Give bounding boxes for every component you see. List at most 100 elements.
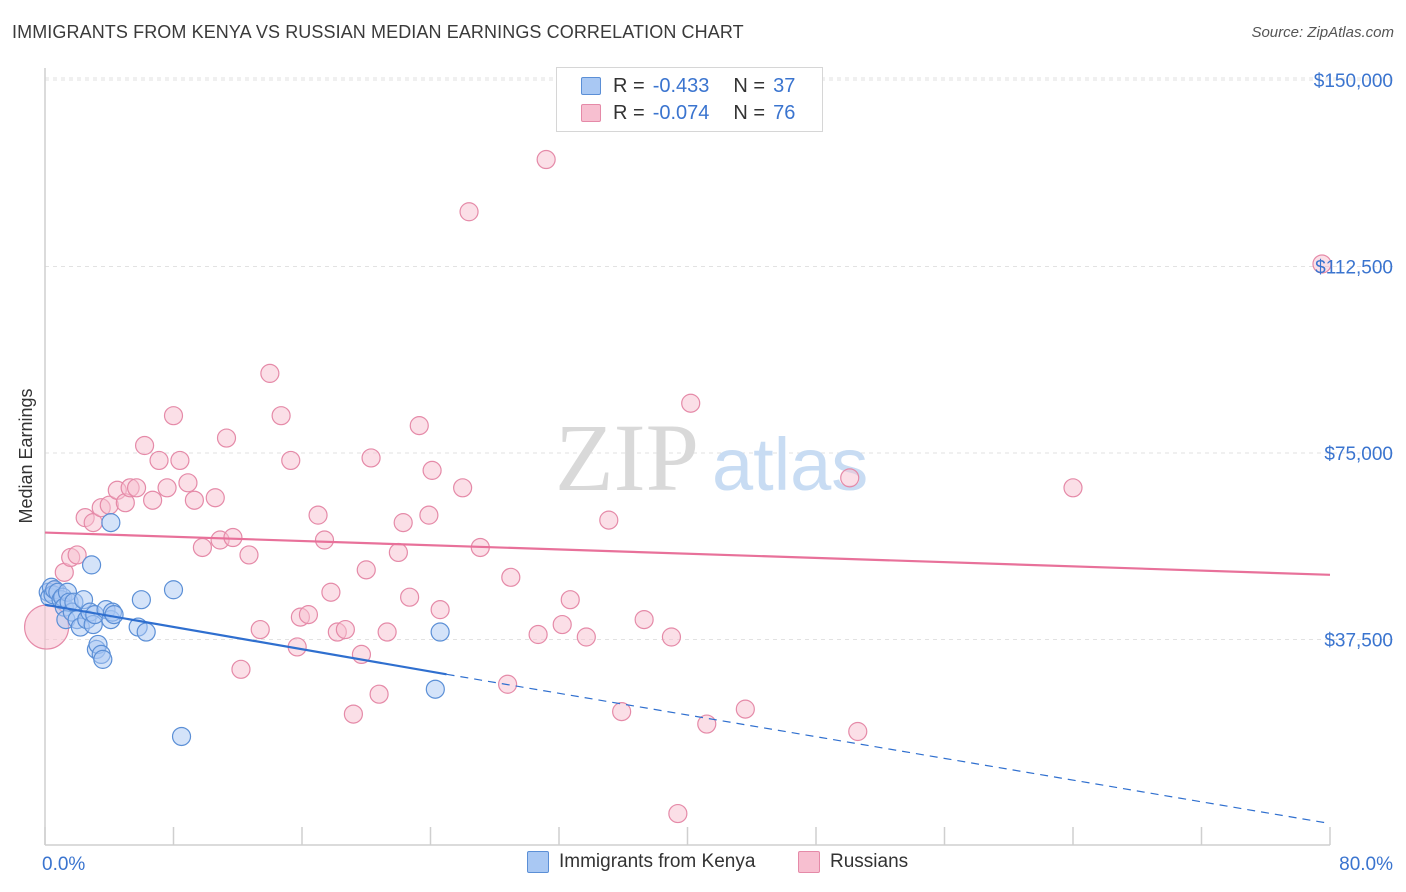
kenya-trend-extension	[446, 673, 1331, 825]
russians-point	[560, 590, 580, 610]
kenya-point	[430, 622, 450, 642]
russians-point	[369, 684, 389, 704]
y-tick-label: $150,000	[1314, 71, 1393, 92]
russians-point	[388, 542, 408, 563]
russians-point	[840, 468, 860, 488]
russians-point	[400, 587, 420, 607]
russians-point	[377, 622, 397, 642]
russians-point	[170, 450, 190, 471]
kenya-swatch	[581, 77, 601, 95]
russians-swatch	[798, 851, 820, 873]
russians-point	[419, 505, 439, 525]
legend-r-label: R =	[613, 74, 645, 97]
y-axis-label: Median Earnings	[16, 388, 36, 523]
y-tick-label: $37,500	[1324, 630, 1393, 651]
russians-point	[314, 530, 335, 550]
russians-swatch	[581, 104, 601, 122]
x-tick-label: 0.0%	[42, 854, 85, 875]
russians-point	[157, 478, 177, 498]
russians-point	[453, 478, 473, 498]
russians-point	[178, 473, 198, 493]
bottom-legend-kenya: Immigrants from Kenya	[527, 851, 755, 873]
kenya-point	[131, 590, 151, 610]
russians-point	[612, 702, 632, 722]
kenya-point	[171, 726, 192, 747]
russians-point	[134, 435, 155, 456]
legend-row-kenya: R = -0.433 N = 37	[581, 73, 795, 99]
legend-r-value: -0.433	[652, 74, 710, 97]
russians-point	[668, 803, 688, 824]
russians-point	[459, 202, 479, 222]
bottom-legend-russians: Russians	[798, 851, 908, 873]
russians-point	[848, 721, 868, 742]
kenya-swatch	[527, 851, 549, 873]
kenya-point	[425, 679, 445, 699]
russians-point	[735, 699, 755, 719]
russians-point	[216, 428, 237, 448]
legend-row-russians: R = -0.074 N = 76	[581, 100, 795, 126]
russians-point	[149, 450, 169, 471]
trend-lines	[44, 531, 1331, 825]
russians-point	[361, 448, 381, 468]
bottom-legend-russians-label: Russians	[830, 851, 909, 872]
kenya-point	[136, 622, 156, 642]
russians-point	[239, 545, 259, 565]
russians-point	[67, 545, 87, 565]
kenya-point	[81, 555, 102, 575]
russians-point	[343, 704, 363, 724]
russians-point	[250, 619, 270, 640]
russians-point	[308, 505, 328, 525]
russians-point	[634, 609, 654, 630]
legend-n-value: 37	[773, 74, 796, 97]
russians-point	[536, 149, 556, 170]
russians-point	[321, 582, 341, 602]
russians-point	[422, 460, 442, 480]
russians-point	[356, 560, 376, 580]
russians-point	[260, 363, 280, 383]
russians-point	[661, 627, 682, 647]
legend-r-value: -0.074	[652, 101, 710, 124]
kenya-points	[38, 513, 450, 747]
watermark-zip: ZIP	[555, 404, 699, 511]
russians-point	[205, 488, 225, 508]
tick-labels: $37,500 $75,000 $112,500 $150,000 0.0% 80.0%	[42, 71, 1393, 875]
kenya-point	[163, 580, 184, 600]
russians-point	[1063, 478, 1083, 498]
russians-point	[599, 510, 619, 530]
axes	[44, 68, 1331, 846]
russians-point	[552, 614, 572, 635]
russians-point	[576, 627, 596, 647]
kenya-point	[101, 513, 121, 533]
russians-point	[163, 406, 184, 426]
russians-point	[281, 450, 301, 471]
russians-point	[192, 537, 213, 558]
legend-n-label: N =	[733, 74, 766, 97]
russians-point	[143, 490, 163, 510]
russians-point	[501, 567, 521, 587]
russians-point	[126, 478, 147, 498]
legend-r-label: R =	[613, 101, 645, 124]
source-label: Source: ZipAtlas.com	[1251, 24, 1394, 41]
kenya-point	[93, 649, 113, 669]
kenya-trend-line	[44, 603, 447, 676]
russians-point	[335, 619, 355, 640]
legend-n-label: N =	[733, 101, 766, 124]
russians-point	[681, 393, 701, 413]
russians-point	[430, 600, 450, 620]
chart-title: IMMIGRANTS FROM KENYA VS RUSSIAN MEDIAN …	[12, 22, 744, 42]
stats-legend: R = -0.433 N = 37 R = -0.074 N = 76	[556, 67, 823, 132]
russians-point	[184, 490, 204, 510]
russians-point	[1312, 254, 1332, 274]
russians-point	[298, 605, 319, 625]
russians-trend-line	[44, 531, 1331, 576]
russians-point	[231, 659, 251, 679]
russians-point	[393, 513, 413, 533]
legend-n-value: 76	[773, 101, 796, 124]
russians-point	[271, 406, 291, 426]
russians-point	[409, 416, 429, 436]
y-tick-label: $75,000	[1324, 444, 1393, 465]
bottom-legend-kenya-label: Immigrants from Kenya	[559, 851, 756, 872]
russians-point	[528, 624, 548, 645]
x-tick-label: 80.0%	[1339, 854, 1393, 875]
